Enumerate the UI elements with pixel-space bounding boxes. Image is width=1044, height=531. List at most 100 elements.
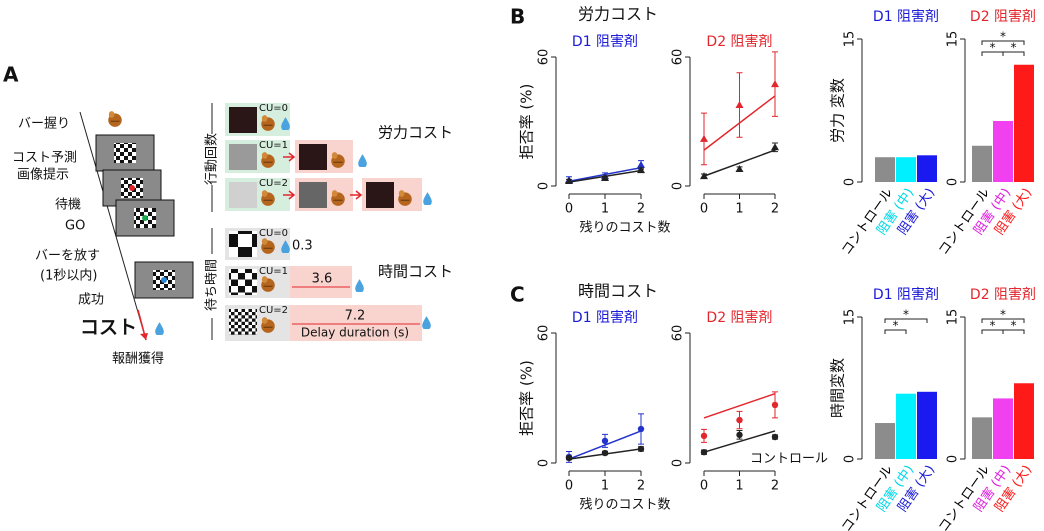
cue-image	[229, 144, 257, 170]
cue-image	[229, 107, 257, 133]
significance-label: *	[1011, 319, 1017, 333]
y-tick-label: 0	[843, 455, 858, 463]
significance-bracket	[884, 318, 928, 323]
bar	[917, 391, 937, 459]
marker	[771, 401, 779, 409]
step: バーを放す	[35, 249, 100, 264]
delay-value: 3.6	[312, 272, 333, 287]
marker	[601, 174, 609, 182]
y-tick-label: 0	[843, 178, 858, 186]
y-tick-label: 15	[843, 309, 858, 326]
y-tick-label: 15	[946, 309, 961, 326]
y-tick-label: 60	[537, 49, 552, 66]
cu-label: CU=2	[259, 305, 288, 316]
y-tick-label: 15	[946, 31, 961, 48]
cue-image	[229, 231, 257, 257]
x-tick-label: 2	[771, 202, 779, 217]
y-tick-label: 15	[843, 31, 858, 48]
y-tick-label: 0	[671, 182, 686, 190]
hand-icon	[107, 110, 123, 128]
marker	[736, 431, 743, 439]
step: GO	[65, 219, 85, 234]
significance-bracket	[981, 40, 1025, 45]
delay-value: 0.3	[292, 239, 313, 254]
significance-label: *	[893, 319, 899, 333]
delay-box	[290, 266, 352, 298]
panel-label: B	[510, 5, 525, 29]
fit-line	[703, 430, 776, 453]
marker	[771, 143, 779, 151]
marker	[637, 160, 645, 168]
cue-image	[114, 143, 136, 163]
y-tick-label: 60	[671, 49, 686, 66]
x-tick-label: 2	[637, 202, 645, 217]
bar	[875, 157, 895, 182]
cu-label: CU=1	[259, 266, 288, 277]
panel-label: C	[510, 283, 525, 307]
y-axis-label: 拒否率 (%)	[518, 84, 536, 160]
bar	[1014, 64, 1034, 182]
cu-label: CU=0	[259, 103, 288, 114]
bar	[1014, 383, 1034, 459]
effort-axis-label: 行動回数	[205, 133, 220, 185]
x-axis-label: 残りのコスト数	[579, 221, 670, 236]
chart-title: D1 阻害剤	[572, 310, 638, 326]
cue-image	[366, 182, 394, 208]
x-axis-label: 残りのコスト数	[579, 498, 670, 513]
y-axis-label: 労力 変数	[829, 78, 847, 143]
effort-title: 労力コスト	[378, 124, 453, 142]
y-axis-label: 拒否率 (%)	[518, 360, 536, 436]
drop-icon	[355, 279, 364, 292]
annotation: コントロール	[750, 452, 828, 467]
significance-bracket	[884, 329, 907, 334]
panel-label: A	[3, 63, 19, 87]
drop-icon	[358, 154, 367, 167]
y-tick-label: 0	[946, 178, 961, 186]
significance-label: *	[1000, 30, 1006, 44]
marker	[700, 432, 708, 440]
bar	[972, 417, 992, 459]
x-tick-label: 2	[771, 479, 779, 494]
x-tick-label: 1	[735, 479, 743, 494]
cu-label: CU=1	[259, 140, 288, 151]
y-tick-label: 60	[537, 325, 552, 342]
bar	[993, 398, 1013, 459]
x-tick-label: 0	[700, 202, 708, 217]
y-tick-label: 0	[671, 459, 686, 467]
y-axis-label: 時間変数	[829, 358, 847, 418]
delay-value: 7.2	[345, 309, 366, 324]
bar	[972, 145, 992, 182]
chart-title: D1 阻害剤	[873, 287, 939, 303]
marker	[735, 100, 744, 108]
cue-image	[229, 269, 257, 295]
x-tick-label: 1	[601, 479, 609, 494]
marker	[637, 425, 645, 433]
fixation	[129, 185, 135, 191]
marker	[601, 449, 609, 457]
bar	[993, 120, 1013, 182]
significance-label: *	[990, 319, 996, 333]
chart-title: D1 阻害剤	[873, 9, 939, 25]
chart-title: D1 阻害剤	[572, 34, 638, 50]
marker	[700, 448, 708, 456]
significance-bracket	[1002, 51, 1025, 56]
step: コスト予測	[12, 151, 77, 166]
drop-icon	[423, 192, 432, 205]
panel-a: A バー握り コスト予測 画像提示 待機 GO バーを放す (1秒以内) 成功 …	[3, 63, 453, 367]
delay-axis-title: Delay duration (s)	[301, 326, 409, 340]
timeline-red	[137, 309, 147, 341]
step: 画像提示	[17, 167, 69, 183]
significance-bracket	[1002, 329, 1025, 334]
delay-title: 時間コスト	[378, 263, 453, 281]
cu-label: CU=0	[259, 228, 288, 239]
bar	[896, 393, 916, 459]
x-tick-label: 0	[565, 202, 573, 217]
y-tick-label: 0	[537, 459, 552, 467]
marker	[637, 166, 645, 174]
step: 成功	[78, 293, 104, 308]
marker	[565, 454, 573, 462]
marker	[700, 172, 708, 180]
timeline	[79, 111, 147, 341]
marker	[771, 433, 779, 441]
x-tick-label: 0	[700, 479, 708, 494]
